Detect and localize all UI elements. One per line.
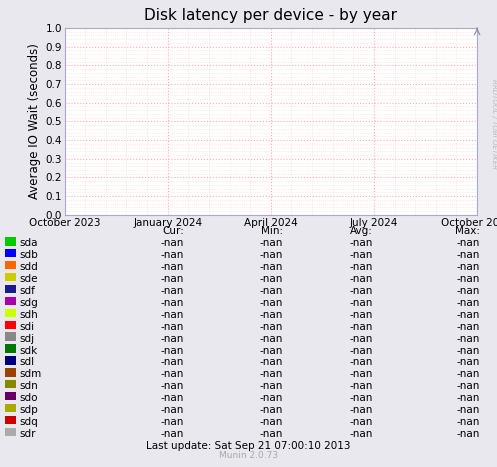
Text: -nan: -nan [260,346,283,355]
Text: -nan: -nan [456,322,480,332]
Text: -nan: -nan [456,274,480,284]
Text: -nan: -nan [161,238,184,248]
Text: -nan: -nan [456,298,480,308]
Text: -nan: -nan [161,250,184,260]
Text: -nan: -nan [260,262,283,272]
Text: Avg:: Avg: [350,226,373,236]
Text: Min:: Min: [261,226,283,236]
Text: sdi: sdi [20,322,35,332]
Text: sde: sde [20,274,38,284]
Text: Munin 2.0.73: Munin 2.0.73 [219,451,278,460]
Text: sdm: sdm [20,369,42,379]
Text: -nan: -nan [349,417,373,427]
Text: -nan: -nan [456,238,480,248]
Text: -nan: -nan [349,405,373,415]
Text: -nan: -nan [349,393,373,403]
Text: -nan: -nan [349,274,373,284]
Text: sdg: sdg [20,298,39,308]
Text: -nan: -nan [260,274,283,284]
Text: -nan: -nan [260,358,283,368]
Text: -nan: -nan [349,310,373,320]
Text: sdl: sdl [20,358,35,368]
Text: -nan: -nan [456,333,480,344]
Text: -nan: -nan [260,250,283,260]
Text: -nan: -nan [161,405,184,415]
Text: -nan: -nan [349,262,373,272]
Text: -nan: -nan [161,358,184,368]
Text: -nan: -nan [349,346,373,355]
Text: -nan: -nan [456,405,480,415]
Text: -nan: -nan [349,369,373,379]
Text: sdr: sdr [20,429,36,439]
Text: -nan: -nan [456,369,480,379]
Text: -nan: -nan [456,393,480,403]
Title: Disk latency per device - by year: Disk latency per device - by year [144,7,398,23]
Text: -nan: -nan [260,286,283,296]
Text: -nan: -nan [161,262,184,272]
Text: -nan: -nan [456,381,480,391]
Text: -nan: -nan [349,322,373,332]
Text: -nan: -nan [349,381,373,391]
Text: sdo: sdo [20,393,38,403]
Text: -nan: -nan [161,381,184,391]
Text: -nan: -nan [161,417,184,427]
Text: sdb: sdb [20,250,39,260]
Text: -nan: -nan [161,393,184,403]
Text: -nan: -nan [456,262,480,272]
Text: -nan: -nan [349,238,373,248]
Text: -nan: -nan [260,298,283,308]
Text: -nan: -nan [161,333,184,344]
Text: sdq: sdq [20,417,39,427]
Text: -nan: -nan [456,417,480,427]
Text: sdn: sdn [20,381,39,391]
Text: Cur:: Cur: [162,226,184,236]
Text: RRDTOOL / TOBI OETIKER: RRDTOOL / TOBI OETIKER [491,79,497,169]
Text: -nan: -nan [349,250,373,260]
Text: -nan: -nan [349,298,373,308]
Text: -nan: -nan [161,274,184,284]
Text: -nan: -nan [260,429,283,439]
Text: -nan: -nan [456,310,480,320]
Text: Last update: Sat Sep 21 07:00:10 2013: Last update: Sat Sep 21 07:00:10 2013 [146,441,351,451]
Text: -nan: -nan [260,381,283,391]
Text: -nan: -nan [456,346,480,355]
Text: -nan: -nan [161,298,184,308]
Text: -nan: -nan [161,310,184,320]
Text: -nan: -nan [260,238,283,248]
Text: -nan: -nan [349,429,373,439]
Text: -nan: -nan [456,358,480,368]
Text: -nan: -nan [349,286,373,296]
Text: -nan: -nan [349,358,373,368]
Text: -nan: -nan [260,405,283,415]
Y-axis label: Average IO Wait (seconds): Average IO Wait (seconds) [28,43,41,199]
Text: -nan: -nan [260,369,283,379]
Text: -nan: -nan [456,250,480,260]
Text: -nan: -nan [456,429,480,439]
Text: sdj: sdj [20,333,35,344]
Text: sdh: sdh [20,310,39,320]
Text: sdp: sdp [20,405,39,415]
Text: -nan: -nan [161,286,184,296]
Text: -nan: -nan [161,369,184,379]
Text: -nan: -nan [456,286,480,296]
Text: sdk: sdk [20,346,38,355]
Text: -nan: -nan [260,333,283,344]
Text: Max:: Max: [455,226,480,236]
Text: -nan: -nan [260,322,283,332]
Text: -nan: -nan [161,346,184,355]
Text: -nan: -nan [260,393,283,403]
Text: -nan: -nan [161,322,184,332]
Text: -nan: -nan [349,333,373,344]
Text: -nan: -nan [260,417,283,427]
Text: sda: sda [20,238,38,248]
Text: -nan: -nan [260,310,283,320]
Text: sdd: sdd [20,262,39,272]
Text: -nan: -nan [161,429,184,439]
Text: sdf: sdf [20,286,36,296]
